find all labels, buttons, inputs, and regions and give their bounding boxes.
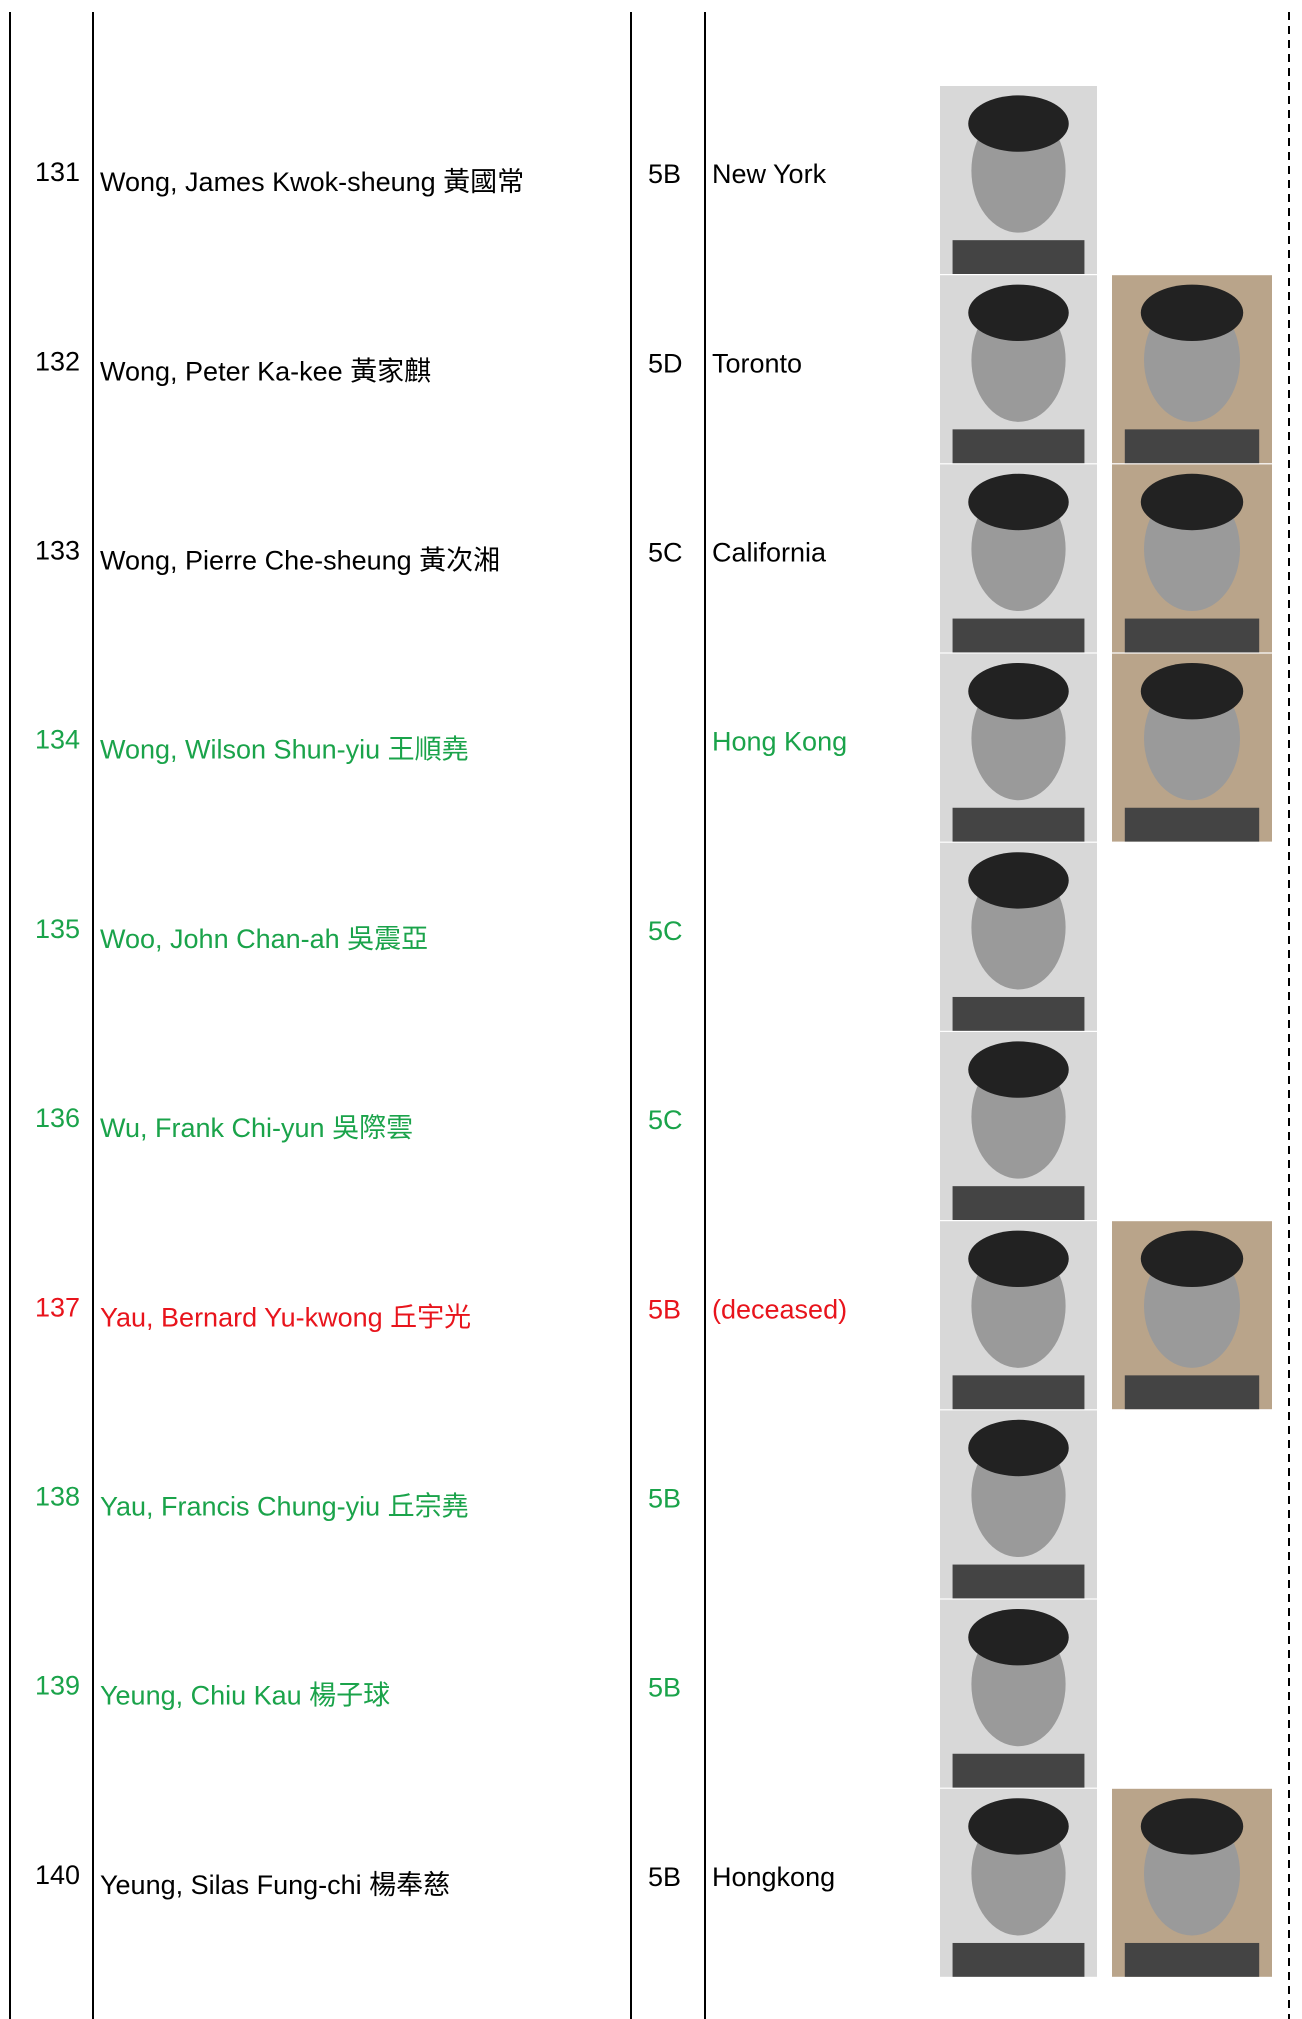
- photo-shoulders: [1124, 618, 1260, 653]
- class-code: 5C: [648, 916, 683, 946]
- photo: [940, 653, 1097, 842]
- table-row: 132 Wong, Peter Ka-kee 黃家麒 5D Toronto: [35, 275, 1272, 464]
- table-row: 137 Yau, Bernard Yu-kwong 丘宇光 5B (deceased): [35, 1221, 1272, 1410]
- person-name: Wong, Wilson Shun-yiu 王順堯: [100, 735, 469, 765]
- class-code: 5B: [648, 1862, 681, 1892]
- row-number: 133: [35, 536, 80, 566]
- person-name: Yau, Francis Chung-yiu 丘宗堯: [100, 1492, 469, 1522]
- photo-shoulders: [1124, 429, 1260, 464]
- photo-shoulders: [952, 996, 1085, 1031]
- person-name: Yau, Bernard Yu-kwong 丘宇光: [100, 1302, 471, 1332]
- location: (deceased): [712, 1294, 847, 1324]
- photo-hair: [968, 1230, 1069, 1288]
- person-name: Wong, James Kwok-sheung 黃國常: [100, 167, 524, 197]
- photo-hair: [1140, 473, 1244, 531]
- row-number: 137: [35, 1292, 80, 1322]
- photo-hair: [1140, 284, 1244, 341]
- photo-hair: [968, 852, 1069, 909]
- photo-hair: [1140, 663, 1244, 720]
- photo: [940, 1788, 1097, 1977]
- row-number: 134: [35, 725, 80, 755]
- table-row: 133 Wong, Pierre Che-sheung 黃次湘 5C Californ…: [35, 464, 1272, 653]
- photo-hair: [968, 95, 1069, 152]
- photo: [940, 1032, 1097, 1220]
- photo: [940, 275, 1097, 464]
- photo-hair: [1140, 1230, 1244, 1288]
- row-number: 139: [35, 1671, 80, 1701]
- photo: [1112, 464, 1272, 653]
- photo-shoulders: [952, 1186, 1085, 1220]
- row-number: 132: [35, 346, 80, 376]
- location: Hong Kong: [712, 727, 847, 757]
- photo-shoulders: [952, 618, 1085, 653]
- photo-hair: [968, 1419, 1069, 1477]
- person-name: Woo, John Chan-ah 吳震亞: [100, 924, 428, 954]
- table-row: 136 Wu, Frank Chi-yun 吳際雲 5C: [35, 1032, 1097, 1220]
- location: California: [712, 538, 827, 568]
- row-number: 135: [35, 914, 80, 944]
- photo: [940, 86, 1097, 274]
- photo-shoulders: [952, 1753, 1085, 1788]
- row-number: 140: [35, 1860, 80, 1890]
- photo: [1112, 653, 1272, 842]
- photo-hair: [1140, 1798, 1244, 1855]
- photo-shoulders: [1124, 1375, 1260, 1410]
- rows: 131 Wong, James Kwok-sheung 黃國常 5B New York…: [35, 86, 1272, 1977]
- table-row: 131 Wong, James Kwok-sheung 黃國常 5B New York: [35, 86, 1097, 274]
- class-code: 5B: [648, 159, 681, 189]
- table-row: 140 Yeung, Silas Fung-chi 楊奉慈 5B Hongkong: [35, 1788, 1272, 1977]
- person-name: Yeung, Chiu Kau 楊子球: [100, 1681, 390, 1711]
- column-rules: [9, 12, 1290, 2019]
- location: New York: [712, 159, 827, 189]
- table-row: 135 Woo, John Chan-ah 吳震亞 5C: [35, 842, 1097, 1031]
- person-name: Wong, Pierre Che-sheung 黃次湘: [100, 546, 500, 576]
- photo: [1112, 1221, 1272, 1410]
- photo-shoulders: [952, 1564, 1085, 1599]
- photo-shoulders: [1124, 1942, 1260, 1977]
- person-name: Yeung, Silas Fung-chi 楊奉慈: [100, 1870, 450, 1900]
- photo-shoulders: [952, 807, 1085, 842]
- photo-hair: [968, 1609, 1069, 1666]
- photo-hair: [968, 1041, 1069, 1098]
- photo-shoulders: [952, 1375, 1085, 1410]
- class-code: 5B: [648, 1484, 681, 1514]
- row-number: 136: [35, 1103, 80, 1133]
- photo: [940, 464, 1097, 653]
- photo-hair: [968, 1798, 1069, 1855]
- class-code: 5B: [648, 1294, 681, 1324]
- table-row: 134 Wong, Wilson Shun-yiu 王順堯 Hong Kong: [35, 653, 1272, 842]
- photo-shoulders: [952, 429, 1085, 464]
- photo: [940, 1410, 1097, 1599]
- photo-shoulders: [952, 240, 1085, 274]
- person-name: Wu, Frank Chi-yun 吳際雲: [100, 1113, 413, 1143]
- photo-hair: [968, 663, 1069, 720]
- photo-hair: [968, 473, 1069, 531]
- location: Toronto: [712, 348, 802, 378]
- person-name: Wong, Peter Ka-kee 黃家麒: [100, 356, 431, 386]
- row-number: 131: [35, 157, 80, 187]
- class-code: 5C: [648, 1105, 683, 1135]
- class-code: 5D: [648, 348, 683, 378]
- photo: [1112, 1788, 1272, 1977]
- photo: [940, 1599, 1097, 1788]
- class-code: 5C: [648, 538, 683, 568]
- table-row: 138 Yau, Francis Chung-yiu 丘宗堯 5B: [35, 1410, 1097, 1599]
- photo: [1112, 275, 1272, 464]
- photo-shoulders: [952, 1942, 1085, 1977]
- location: Hongkong: [712, 1862, 835, 1892]
- class-code: 5B: [648, 1673, 681, 1703]
- photo: [940, 842, 1097, 1031]
- row-number: 138: [35, 1482, 80, 1512]
- photo-shoulders: [1124, 807, 1260, 842]
- photo: [940, 1221, 1097, 1410]
- table-row: 139 Yeung, Chiu Kau 楊子球 5B: [35, 1599, 1097, 1788]
- photo-hair: [968, 284, 1069, 341]
